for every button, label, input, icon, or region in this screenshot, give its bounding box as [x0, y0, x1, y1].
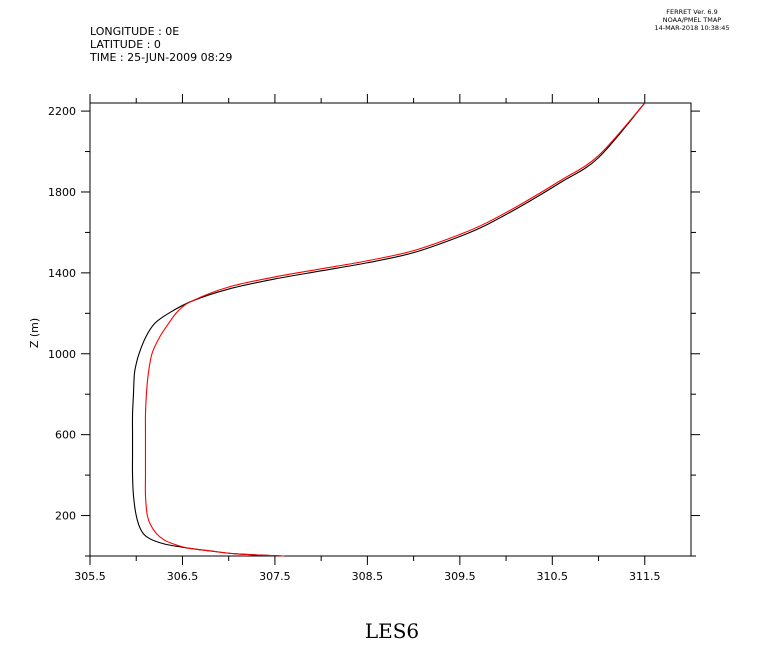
x-tick-label: 309.5: [444, 570, 476, 583]
x-tick-label: 307.5: [259, 570, 291, 583]
y-tick-label: 1800: [48, 186, 76, 199]
axis-tick-labels: 305.5 306.5 307.5 308.5 309.5 310.5 311.5 200 60…: [48, 105, 661, 583]
longitude-label: LONGITUDE : 0E: [90, 25, 179, 38]
x-tick-label: 305.5: [74, 570, 106, 583]
x-tick-label: 306.5: [167, 570, 199, 583]
y-tick-label: 200: [55, 510, 76, 523]
y-tick-label: 2200: [48, 105, 76, 118]
plot-frame: [89, 102, 692, 557]
ferret-org-stamp: NOAA/PMEL TMAP: [663, 16, 721, 24]
ferret-date-stamp: 14-MAR-2018 10:38:45: [654, 24, 729, 32]
axis-ticks: [81, 94, 700, 565]
y-tick-label: 1000: [48, 348, 76, 361]
y-tick-label: 600: [55, 429, 76, 442]
x-tick-label: 311.5: [629, 570, 661, 583]
series-layer: [131, 102, 646, 557]
latitude-label: LATITUDE : 0: [90, 38, 161, 51]
y-tick-label: 1400: [48, 267, 76, 280]
time-label: TIME : 25-JUN-2009 08:29: [89, 51, 232, 64]
series-line-red: [144, 102, 646, 557]
y-axis-label: Z (m): [28, 318, 41, 348]
series-line-black: [131, 102, 646, 557]
chart-title: LES6: [365, 619, 419, 643]
ferret-version-stamp: FERRET Ver. 6.9: [666, 8, 718, 16]
x-tick-label: 310.5: [537, 570, 569, 583]
x-tick-label: 308.5: [352, 570, 384, 583]
